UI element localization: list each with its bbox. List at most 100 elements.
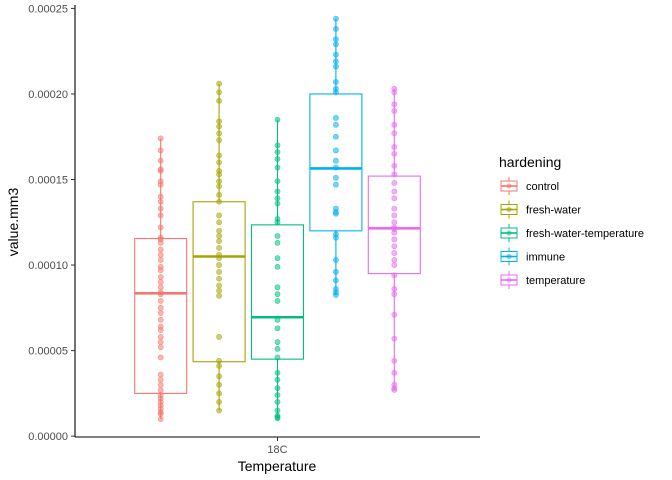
legend-title: hardening	[499, 154, 561, 170]
data-point	[391, 188, 398, 195]
plot-panel	[134, 15, 421, 422]
data-point	[157, 371, 164, 378]
data-point	[391, 243, 398, 250]
data-point	[332, 234, 339, 241]
data-point	[274, 385, 281, 392]
data-point	[216, 198, 222, 205]
legend-key-point	[506, 253, 512, 260]
data-point	[391, 236, 398, 243]
y-tick-label: 0.00025	[28, 3, 68, 15]
data-point	[332, 58, 339, 65]
data-point	[332, 277, 339, 284]
data-point	[391, 250, 398, 256]
y-tick-label: 0.00015	[28, 175, 68, 187]
data-point	[274, 399, 281, 405]
data-point	[216, 212, 222, 219]
data-point	[216, 334, 222, 340]
data-point	[332, 133, 339, 140]
data-point	[157, 387, 164, 393]
data-point	[391, 89, 398, 96]
legend-label: fresh-water	[526, 205, 581, 217]
data-point	[274, 195, 281, 202]
data-point	[157, 327, 164, 333]
data-point	[332, 292, 339, 298]
data-point	[157, 212, 164, 219]
data-point	[216, 255, 222, 262]
data-point	[216, 178, 222, 185]
data-point	[391, 130, 398, 137]
data-point	[157, 279, 164, 286]
data-point	[216, 381, 222, 388]
data-point	[274, 284, 281, 291]
legend-item-control: control	[500, 177, 559, 195]
data-point	[157, 334, 164, 340]
legend-key-point	[506, 230, 512, 236]
data-point	[332, 257, 339, 263]
data-point	[274, 407, 281, 414]
data-point	[274, 239, 281, 246]
data-point	[274, 188, 281, 195]
data-point	[157, 411, 164, 417]
data-point	[216, 219, 222, 226]
data-point	[332, 15, 339, 22]
data-point	[274, 316, 281, 323]
data-point	[157, 354, 164, 361]
data-point	[216, 80, 222, 87]
data-point	[391, 180, 398, 186]
data-point	[391, 311, 398, 318]
y-tick-label: 0.00020	[28, 89, 68, 101]
data-point	[216, 268, 222, 275]
data-point	[391, 335, 398, 342]
y-tick-label: 0.00000	[28, 431, 68, 443]
data-point	[391, 286, 398, 292]
data-point	[274, 415, 281, 422]
data-point	[216, 183, 222, 190]
data-point	[332, 121, 339, 128]
data-point	[274, 354, 281, 361]
data-point	[332, 79, 339, 85]
data-point	[391, 108, 398, 114]
data-point	[391, 272, 398, 279]
data-point	[391, 121, 398, 128]
data-point	[157, 344, 164, 351]
data-point	[157, 193, 164, 200]
data-point	[216, 137, 222, 144]
data-point	[157, 181, 164, 188]
data-point	[216, 118, 222, 125]
data-point	[332, 181, 339, 188]
data-point	[391, 171, 398, 178]
data-point	[391, 387, 398, 393]
data-point	[332, 41, 339, 48]
data-point	[391, 369, 398, 376]
data-point	[274, 298, 281, 304]
box-group-immune	[309, 15, 363, 298]
data-point	[216, 227, 222, 234]
data-point	[216, 275, 222, 282]
data-point	[391, 150, 398, 157]
data-point	[332, 157, 339, 164]
data-point	[216, 152, 222, 159]
data-point	[157, 376, 164, 383]
data-point	[157, 339, 164, 345]
data-point	[332, 115, 339, 121]
y-tick-label: 0.00005	[28, 346, 68, 358]
data-point	[274, 178, 281, 185]
data-point	[391, 195, 398, 202]
data-point	[274, 345, 281, 352]
data-point	[216, 245, 222, 251]
data-point	[391, 205, 398, 212]
box-group-control	[134, 135, 188, 422]
data-point	[216, 292, 222, 299]
data-point	[332, 36, 339, 43]
data-point	[391, 101, 398, 108]
data-point	[274, 392, 281, 398]
data-point	[332, 51, 339, 58]
data-point	[157, 205, 164, 212]
data-point	[157, 291, 164, 298]
data-point	[391, 262, 398, 268]
data-point	[274, 339, 281, 345]
data-point	[157, 416, 164, 422]
data-point	[332, 147, 339, 154]
data-point	[274, 200, 281, 207]
data-point	[216, 233, 222, 239]
